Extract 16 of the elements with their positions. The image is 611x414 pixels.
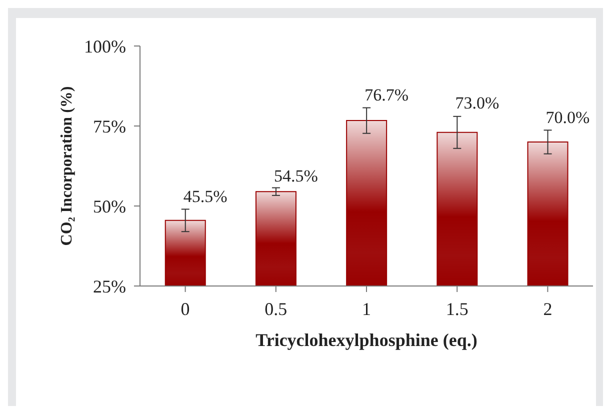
x-axis-title: Tricyclohexylphosphine (eq.) xyxy=(256,330,478,350)
y-tick-label: 25% xyxy=(93,276,126,296)
data-label: 73.0% xyxy=(455,94,500,113)
y-tick-label: 50% xyxy=(93,196,126,216)
x-tick-label: 0 xyxy=(180,298,190,319)
data-label: 76.7% xyxy=(364,85,409,104)
x-tick-label: 0.5 xyxy=(264,298,288,319)
data-label: 45.5% xyxy=(183,186,228,206)
data-label: 54.5% xyxy=(274,166,318,186)
data-label: 70.0% xyxy=(546,108,590,127)
x-tick-label: 2 xyxy=(543,298,552,319)
y-tick-label: 75% xyxy=(93,116,126,136)
y-tick-label: 100% xyxy=(84,36,126,56)
y-axis-title: CO₂ Incorporation (%) xyxy=(58,86,76,246)
x-tick-label: 1.5 xyxy=(446,298,468,319)
x-tick-label: 1 xyxy=(362,298,371,319)
